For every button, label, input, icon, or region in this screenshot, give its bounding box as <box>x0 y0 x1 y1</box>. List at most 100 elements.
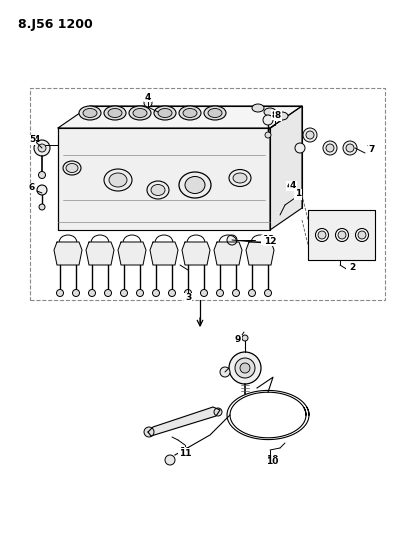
Ellipse shape <box>356 229 368 241</box>
Ellipse shape <box>108 109 122 117</box>
Circle shape <box>264 289 272 296</box>
Ellipse shape <box>133 109 147 117</box>
Ellipse shape <box>358 231 366 239</box>
Text: 3: 3 <box>185 294 191 303</box>
Circle shape <box>56 289 64 296</box>
Polygon shape <box>148 407 220 436</box>
Ellipse shape <box>147 181 169 199</box>
Circle shape <box>240 363 250 373</box>
Ellipse shape <box>229 169 251 187</box>
Circle shape <box>263 115 273 125</box>
Circle shape <box>38 172 46 179</box>
Circle shape <box>38 144 46 152</box>
Circle shape <box>227 235 237 245</box>
Ellipse shape <box>252 104 264 112</box>
Ellipse shape <box>179 106 201 120</box>
Polygon shape <box>308 210 375 260</box>
Circle shape <box>303 128 317 142</box>
Text: 6: 6 <box>29 183 35 192</box>
Polygon shape <box>118 242 146 265</box>
Text: 7: 7 <box>369 146 375 155</box>
Ellipse shape <box>109 173 127 187</box>
Circle shape <box>104 289 112 296</box>
Circle shape <box>216 289 224 296</box>
Ellipse shape <box>276 112 288 120</box>
Circle shape <box>72 289 80 296</box>
Ellipse shape <box>179 172 211 198</box>
Polygon shape <box>246 242 274 265</box>
Text: 11: 11 <box>179 448 191 456</box>
Text: 8: 8 <box>275 111 281 120</box>
Circle shape <box>220 367 230 377</box>
Text: 10: 10 <box>266 456 278 464</box>
Ellipse shape <box>204 106 226 120</box>
Circle shape <box>184 289 192 296</box>
Ellipse shape <box>154 106 176 120</box>
Polygon shape <box>182 242 210 265</box>
Text: 9: 9 <box>235 335 241 344</box>
Ellipse shape <box>158 109 172 117</box>
Circle shape <box>168 289 176 296</box>
Ellipse shape <box>316 229 328 241</box>
Text: 8: 8 <box>272 110 278 119</box>
Text: 10: 10 <box>266 457 278 466</box>
Bar <box>30 88 385 300</box>
Text: 7: 7 <box>367 146 373 155</box>
Text: 9: 9 <box>235 335 241 344</box>
Ellipse shape <box>63 161 81 175</box>
Ellipse shape <box>264 108 276 116</box>
Circle shape <box>152 289 160 296</box>
Circle shape <box>295 143 305 153</box>
Text: 6: 6 <box>29 183 35 192</box>
Ellipse shape <box>185 176 205 193</box>
Polygon shape <box>54 242 82 265</box>
Text: 4: 4 <box>290 182 296 190</box>
Ellipse shape <box>336 229 348 241</box>
Text: 5: 5 <box>29 135 35 144</box>
Text: 1: 1 <box>295 190 301 199</box>
Text: 5: 5 <box>29 135 35 144</box>
Circle shape <box>306 131 314 139</box>
Text: 2: 2 <box>349 263 355 272</box>
Text: 4: 4 <box>145 93 151 101</box>
Polygon shape <box>86 242 114 265</box>
Circle shape <box>144 427 154 437</box>
Text: 4: 4 <box>145 93 151 101</box>
Text: 8.J56 1200: 8.J56 1200 <box>18 18 93 31</box>
Circle shape <box>232 289 240 296</box>
Text: 4: 4 <box>34 135 40 144</box>
Circle shape <box>136 289 144 296</box>
Ellipse shape <box>151 184 165 196</box>
Ellipse shape <box>83 109 97 117</box>
Text: 4: 4 <box>287 182 293 190</box>
Circle shape <box>242 335 248 341</box>
Circle shape <box>323 141 337 155</box>
Circle shape <box>165 455 175 465</box>
Circle shape <box>88 289 96 296</box>
Ellipse shape <box>208 109 222 117</box>
Circle shape <box>343 141 357 155</box>
Text: 3: 3 <box>185 294 191 303</box>
Ellipse shape <box>318 231 326 239</box>
Ellipse shape <box>233 173 247 183</box>
Circle shape <box>120 289 128 296</box>
Circle shape <box>37 185 47 195</box>
Text: 12: 12 <box>264 237 276 246</box>
Ellipse shape <box>104 169 132 191</box>
Circle shape <box>248 289 256 296</box>
Text: 2: 2 <box>347 263 353 272</box>
Circle shape <box>326 144 334 152</box>
Ellipse shape <box>183 109 197 117</box>
Circle shape <box>34 140 50 156</box>
Circle shape <box>265 132 271 138</box>
Circle shape <box>39 204 45 210</box>
Circle shape <box>346 144 354 152</box>
Text: 11: 11 <box>179 448 191 457</box>
Ellipse shape <box>129 106 151 120</box>
Polygon shape <box>58 106 302 128</box>
Ellipse shape <box>66 164 78 173</box>
Circle shape <box>229 352 261 384</box>
Text: 12: 12 <box>262 236 274 245</box>
Polygon shape <box>58 128 270 230</box>
Ellipse shape <box>79 106 101 120</box>
